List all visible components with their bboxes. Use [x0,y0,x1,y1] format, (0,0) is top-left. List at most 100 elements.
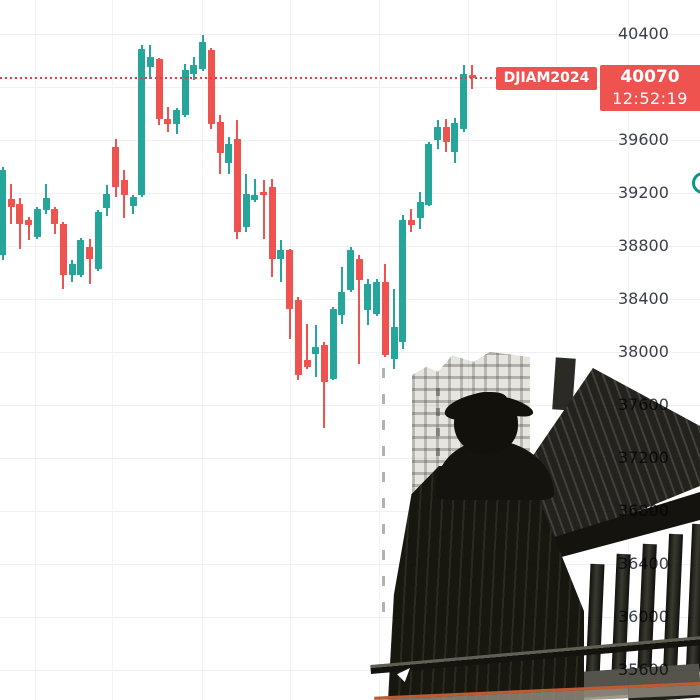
candle-body [407,219,415,226]
candle-body [181,70,189,116]
candle-wick [323,341,326,429]
candle-body [286,249,294,309]
candle-body [7,198,15,207]
candle-wick [262,180,265,239]
last-price-badge: 40070 12:52:19 [600,65,700,111]
photo-column [611,553,631,679]
candle-body [329,308,337,379]
gridline-horizontal [0,299,700,301]
gridline-horizontal [0,34,700,36]
gridline-horizontal [0,193,700,195]
gridline-vertical [556,0,557,700]
photo-flagpole-sketch [382,368,385,618]
candle-body [268,186,276,259]
candle-body [155,59,163,119]
candle-body [120,180,128,195]
price-axis-label: 38000 [618,342,669,362]
gridline-horizontal [0,511,700,513]
gridline-horizontal [0,617,700,619]
price-axis-label: 39600 [618,130,669,150]
gridline-horizontal [0,352,700,354]
candle-body [399,219,407,342]
gridline-horizontal [0,405,700,407]
gridline-vertical [468,0,469,700]
candle-body [16,203,24,224]
gridline-horizontal [0,87,700,89]
candle-body [33,208,41,237]
price-axis-label: 38800 [618,236,669,256]
candle-body [442,127,450,142]
candle-body [242,193,250,227]
candle-body [260,192,267,195]
candle-body [77,239,85,275]
gridline-horizontal [0,564,700,566]
candle-body [390,327,398,359]
candle-body [416,201,424,219]
gridline-vertical [628,0,629,700]
candle-wick [358,254,361,364]
candle-body [199,41,207,69]
candle-wick [253,178,256,202]
photo-column [685,523,700,673]
candle-body [233,139,241,232]
candle-body [216,121,224,154]
candle-body [381,282,389,355]
candle-body [277,249,285,259]
candle-body [468,74,476,78]
candle-body [129,196,137,207]
last-price-time: 12:52:19 [612,89,688,108]
candle-body [51,208,59,224]
gridline-vertical [35,0,36,700]
candle-body [42,197,50,211]
photo-sketch-marks [436,388,440,468]
candle-body [173,109,180,124]
candle-body [294,299,302,375]
price-line-symbol-badge: DJIAM2024 [496,67,597,90]
candle-body [112,146,120,187]
candle-body [94,211,102,270]
photo-column [662,533,684,675]
candle-body [355,258,363,281]
last-price-dotted-line [0,77,497,79]
candle-body [347,249,354,290]
candle-body [312,347,320,354]
candle-body [59,223,67,275]
price-axis-label: 39200 [618,183,669,203]
candle-body [373,282,381,314]
candle-body [68,263,76,275]
gridline-vertical [290,0,291,700]
gridline-horizontal [0,140,700,142]
candle-body [434,127,441,140]
candle-body [25,219,33,226]
gridline-horizontal [0,670,700,672]
candle-body [225,143,233,164]
candle-body [303,359,311,367]
candle-body [138,48,146,195]
gridline-horizontal [0,246,700,248]
candle-body [0,170,6,255]
candle-body [207,49,215,124]
gridline-horizontal [0,458,700,460]
candle-body [146,56,154,67]
candle-body [320,345,328,383]
last-price-value: 40070 [620,67,680,87]
candle-wick [88,239,91,285]
photo-column [637,543,657,677]
gridline-vertical [112,0,113,700]
candle-body [86,246,93,259]
candle-body [190,64,198,74]
candle-body [451,123,459,152]
candle-body [251,194,259,200]
candle-body [460,74,468,129]
candle-body [425,143,433,205]
price-axis-label: 38400 [618,289,669,309]
gridline-vertical [202,0,203,700]
candle-wick [306,323,308,370]
candle-body [164,119,172,124]
candle-wick [27,216,30,240]
candle-wick [279,239,282,283]
photo-column [585,563,605,681]
candle-body [338,292,346,315]
nyse-statue-photo-overlay [370,348,700,700]
